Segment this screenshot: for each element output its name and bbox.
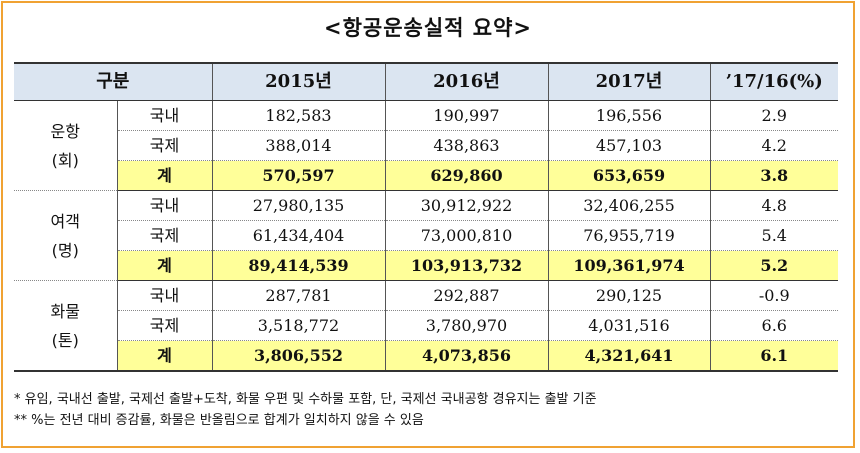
header-2015: 2015년: [212, 62, 386, 101]
cell-2015: 287,781: [212, 280, 386, 311]
cell-change: 6.6: [710, 310, 838, 341]
row-type: 국내: [117, 100, 213, 131]
header-change: ’17/16(%): [710, 62, 838, 101]
cell-2016: 30,912,922: [385, 190, 549, 221]
row-type: 국제: [117, 310, 213, 341]
header-2016: 2016년: [385, 62, 549, 101]
cell-2015: 182,583: [212, 100, 386, 131]
group-label-passengers: 여객 (명): [14, 190, 118, 281]
cell-2015: 388,014: [212, 130, 386, 161]
total-row: 계 89,414,539 103,913,732 109,361,974 5.2: [14, 250, 838, 281]
cell-2017: 76,955,719: [548, 220, 711, 251]
table-row: 운항 (회) 국내 182,583 190,997 196,556 2.9: [14, 100, 838, 191]
cell-change: 5.4: [710, 220, 838, 251]
cell-2016: 3,780,970: [385, 310, 549, 341]
header-2017: 2017년: [548, 62, 711, 101]
footnote: ** %는 전년 대비 증감률, 화물은 반올림으로 합계가 일치하지 않을 수…: [14, 413, 424, 428]
cell-change: -0.9: [710, 280, 838, 311]
cell-2015: 3,806,552: [212, 340, 386, 372]
row-type: 계: [117, 250, 213, 281]
table-row: 국제 3,518,772 3,780,970 4,031,516 6.6: [14, 310, 838, 341]
cell-2016: 73,000,810: [385, 220, 549, 251]
cell-change: 4.2: [710, 130, 838, 161]
group-label-cargo: 화물 (톤): [14, 280, 118, 372]
cell-change: 4.8: [710, 190, 838, 221]
group-unit-line: (톤): [51, 330, 79, 350]
cell-2017: 4,321,641: [548, 340, 711, 372]
cell-2015: 27,980,135: [212, 190, 386, 221]
page-frame: [1, 1, 855, 448]
cell-2015: 570,597: [212, 160, 386, 191]
row-type: 국내: [117, 280, 213, 311]
cell-2017: 4,031,516: [548, 310, 711, 341]
cell-2015: 61,434,404: [212, 220, 386, 251]
cell-2017: 457,103: [548, 130, 711, 161]
summary-table: 구분 2015년 2016년 2017년 ’17/16(%) 운항 (회) 국내…: [14, 62, 838, 372]
table-row: 화물 (톤) 국내 287,781 292,887 290,125 -0.9: [14, 280, 838, 372]
table-row: 국제 61,434,404 73,000,810 76,955,719 5.4: [14, 220, 838, 251]
cell-2015: 89,414,539: [212, 250, 386, 281]
cell-2017: 196,556: [548, 100, 711, 131]
group-label-line: 여객: [50, 211, 80, 231]
group-unit-line: (회): [51, 150, 79, 170]
cell-change: 3.8: [710, 160, 838, 191]
cell-2016: 190,997: [385, 100, 549, 131]
row-type: 국제: [117, 220, 213, 251]
cell-2016: 103,913,732: [385, 250, 549, 281]
cell-2016: 438,863: [385, 130, 549, 161]
header-category: 구분: [14, 62, 213, 101]
cell-2016: 629,860: [385, 160, 549, 191]
total-row: 계 3,806,552 4,073,856 4,321,641 6.1: [14, 340, 838, 372]
footnote: * 유임, 국내선 출발, 국제선 출발+도착, 화물 우편 및 수하물 포함,…: [14, 392, 597, 407]
cell-2017: 653,659: [548, 160, 711, 191]
group-label-flights: 운항 (회): [14, 100, 118, 191]
page-title: <항공운송실적 요약>: [323, 16, 533, 40]
table-row: 여객 (명) 국내 27,980,135 30,912,922 32,406,2…: [14, 190, 838, 281]
cell-2017: 290,125: [548, 280, 711, 311]
row-type: 계: [117, 160, 213, 191]
cell-change: 6.1: [710, 340, 838, 372]
group-label-line: 운항: [50, 121, 80, 141]
row-type: 국내: [117, 190, 213, 221]
cell-2017: 32,406,255: [548, 190, 711, 221]
cell-2017: 109,361,974: [548, 250, 711, 281]
footnotes: * 유임, 국내선 출발, 국제선 출발+도착, 화물 우편 및 수하물 포함,…: [14, 389, 597, 431]
cell-2016: 4,073,856: [385, 340, 549, 372]
group-label-line: 화물: [50, 301, 80, 321]
row-type: 국제: [117, 130, 213, 161]
group-unit-line: (명): [51, 240, 79, 260]
cell-2016: 292,887: [385, 280, 549, 311]
table-row: 국제 388,014 438,863 457,103 4.2: [14, 130, 838, 161]
cell-change: 5.2: [710, 250, 838, 281]
total-row: 계 570,597 629,860 653,659 3.8: [14, 160, 838, 191]
table-header-row: 구분 2015년 2016년 2017년 ’17/16(%): [14, 62, 838, 101]
cell-2015: 3,518,772: [212, 310, 386, 341]
cell-change: 2.9: [710, 100, 838, 131]
row-type: 계: [117, 340, 213, 372]
